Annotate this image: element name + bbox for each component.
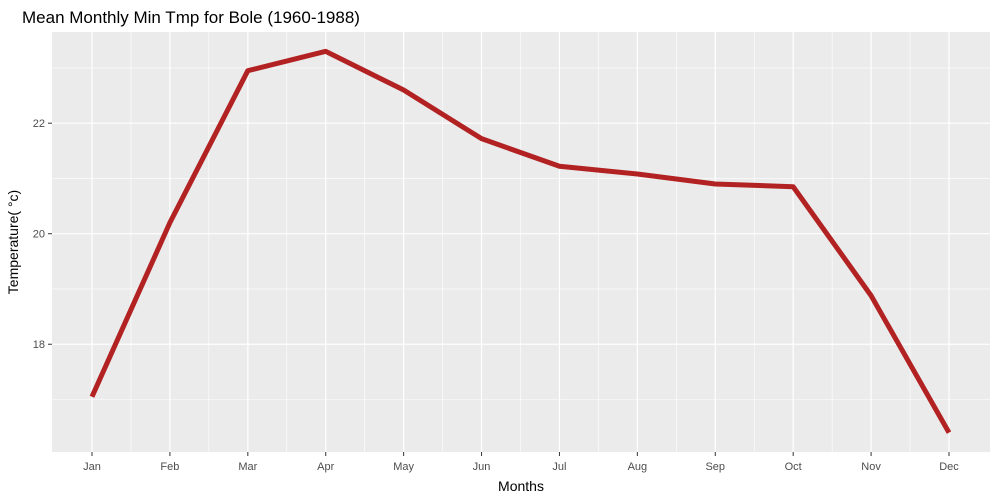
x-tick-label: Jan (83, 461, 101, 473)
x-tick-label: Aug (628, 461, 648, 473)
x-tick-label: Sep (705, 461, 725, 473)
x-tick-label: Jul (552, 461, 566, 473)
chart-title: Mean Monthly Min Tmp for Bole (1960-1988… (22, 8, 360, 27)
x-tick-label: Feb (160, 461, 179, 473)
x-tick-label: Mar (238, 461, 257, 473)
x-tick-label: Dec (939, 461, 959, 473)
x-tick-label: May (393, 461, 414, 473)
x-tick-label: Apr (317, 461, 334, 473)
y-axis-title: Temperature( °c) (5, 190, 21, 294)
series-line (89, 48, 952, 434)
y-tick-label: 18 (33, 339, 45, 351)
x-tick-label: Oct (785, 461, 802, 473)
x-tick-label: Nov (861, 461, 881, 473)
x-axis-title: Months (498, 478, 544, 494)
y-axis: 18 20 22 (33, 118, 52, 351)
y-tick-label: 20 (33, 229, 45, 241)
x-tick-label: Jun (473, 461, 491, 473)
x-axis: Jan Feb Mar Apr May Jun Jul Aug Sep Oct Nov Dec (83, 452, 959, 473)
plot-panel (52, 32, 990, 452)
y-tick-label: 22 (33, 118, 45, 130)
major-gridlines (52, 32, 990, 452)
